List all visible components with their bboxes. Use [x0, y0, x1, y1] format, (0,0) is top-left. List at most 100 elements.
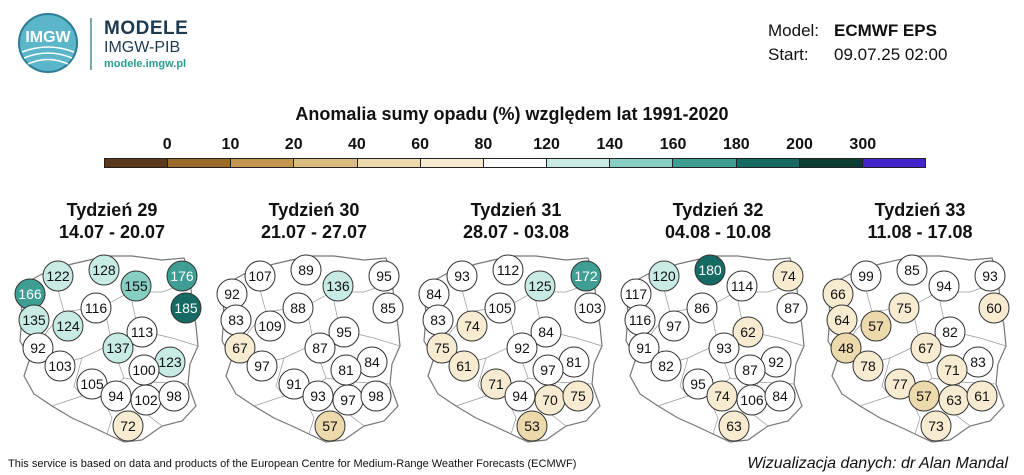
- station-marker: 185: [170, 292, 202, 324]
- station-circle: [658, 310, 690, 342]
- logo-text: IMGW: [25, 29, 71, 46]
- station-marker: 136: [322, 270, 354, 302]
- station-marker: 73: [920, 410, 952, 442]
- station-value-label: 93: [310, 388, 326, 404]
- run-info: Model: ECMWF EPS Start: 09.07.25 02:00: [768, 19, 947, 67]
- station-value-label: 136: [326, 278, 350, 294]
- start-value: 09.07.25 02:00: [834, 45, 948, 64]
- map-panel-week-31: Tydzień 31 28.07 - 03.08 84 93 112 125 172 10…: [416, 200, 616, 450]
- station-circle: [456, 310, 488, 342]
- legend-color-segment: [294, 159, 358, 167]
- station-value-label: 113: [131, 324, 154, 340]
- visualization-credit: Wizualizacja danych: dr Alan Mandal: [747, 455, 1008, 472]
- station-circle: [718, 410, 750, 442]
- station-marker: 97: [246, 350, 278, 382]
- station-circle: [22, 332, 54, 364]
- station-marker: 172: [570, 260, 602, 292]
- station-value-label: 63: [946, 392, 962, 408]
- station-marker: 92: [760, 346, 792, 378]
- station-value-label: 84: [426, 286, 442, 302]
- station-value-label: 78: [860, 358, 876, 374]
- station-marker: 85: [372, 292, 404, 324]
- station-circle: [80, 292, 112, 324]
- station-circle: [706, 380, 738, 412]
- station-marker: 74: [456, 310, 488, 342]
- station-value-label: 97: [540, 362, 556, 378]
- station-marker: 82: [934, 316, 966, 348]
- station-value-label: 67: [232, 340, 248, 356]
- station-marker: 122: [42, 260, 74, 292]
- station-value-label: 61: [974, 388, 990, 404]
- panel-date-range: 28.07 - 03.08: [462, 222, 570, 242]
- model-label: Model:: [768, 21, 820, 40]
- station-value-label: 99: [858, 268, 874, 284]
- station-marker: 53: [516, 410, 548, 442]
- station-marker: 95: [328, 316, 360, 348]
- station-circle: [372, 292, 404, 324]
- legend-tick-labels: 0 10 20 40 60 80 120 140 160 180 200 300: [0, 136, 1024, 156]
- station-value-label: 67: [918, 340, 934, 356]
- station-marker: 63: [938, 384, 970, 416]
- station-circle: [166, 260, 198, 292]
- station-circle: [314, 410, 346, 442]
- station-value-label: 125: [528, 278, 552, 294]
- station-marker: 98: [158, 380, 190, 412]
- station-marker: 48: [830, 332, 862, 364]
- station-circle: [484, 292, 516, 324]
- station-marker: 85: [896, 254, 928, 286]
- station-marker: 92: [22, 332, 54, 364]
- station-value-label: 107: [248, 268, 272, 284]
- station-marker: 93: [708, 332, 740, 364]
- station-value-label: 53: [524, 418, 540, 434]
- panel-date-range: 21.07 - 27.07: [260, 222, 368, 242]
- station-marker: 89: [290, 254, 322, 286]
- station-circle: [574, 292, 606, 324]
- station-circle: [920, 410, 952, 442]
- legend-tick-label: 120: [533, 136, 560, 153]
- legend-tick-label: 300: [849, 136, 877, 153]
- station-marker: 84: [764, 380, 796, 412]
- station-circle: [908, 380, 940, 412]
- station-circle: [562, 380, 594, 412]
- station-value-label: 84: [364, 354, 380, 370]
- station-marker: 109: [254, 310, 286, 342]
- station-value-label: 114: [731, 278, 754, 294]
- station-circle: [694, 254, 726, 286]
- station-marker: 83: [422, 304, 454, 336]
- station-marker: 71: [480, 368, 512, 400]
- station-value-label: 61: [456, 358, 472, 374]
- station-value-label: 75: [570, 388, 586, 404]
- station-circle: [732, 316, 764, 348]
- station-circle: [302, 380, 334, 412]
- station-value-label: 83: [970, 354, 986, 370]
- station-value-label: 135: [22, 312, 46, 328]
- station-marker: 93: [446, 260, 478, 292]
- station-value-label: 116: [629, 312, 652, 328]
- station-value-label: 155: [124, 278, 148, 294]
- station-marker: 123: [154, 346, 186, 378]
- station-circle: [44, 350, 76, 382]
- station-circle: [504, 380, 536, 412]
- station-marker: 83: [220, 304, 252, 336]
- station-value-label: 85: [380, 300, 396, 316]
- station-marker: 66: [822, 278, 854, 310]
- station-value-label: 97: [254, 358, 270, 374]
- brand-divider: [90, 18, 92, 70]
- station-circle: [492, 254, 524, 286]
- station-circle: [570, 260, 602, 292]
- station-value-label: 92: [768, 354, 784, 370]
- station-value-label: 71: [944, 362, 960, 378]
- station-value-label: 89: [298, 262, 314, 278]
- station-value-label: 185: [174, 300, 198, 316]
- station-circle: [282, 292, 314, 324]
- station-value-label: 112: [497, 262, 520, 278]
- station-value-label: 172: [574, 268, 598, 284]
- station-value-label: 66: [830, 286, 846, 302]
- brand-url-link[interactable]: modele.imgw.pl: [104, 58, 187, 70]
- station-circle: [830, 332, 862, 364]
- legend-color-segment: [168, 159, 232, 167]
- station-marker: 128: [88, 254, 120, 286]
- station-circle: [506, 332, 538, 364]
- station-circle: [368, 260, 400, 292]
- station-value-label: 84: [772, 388, 788, 404]
